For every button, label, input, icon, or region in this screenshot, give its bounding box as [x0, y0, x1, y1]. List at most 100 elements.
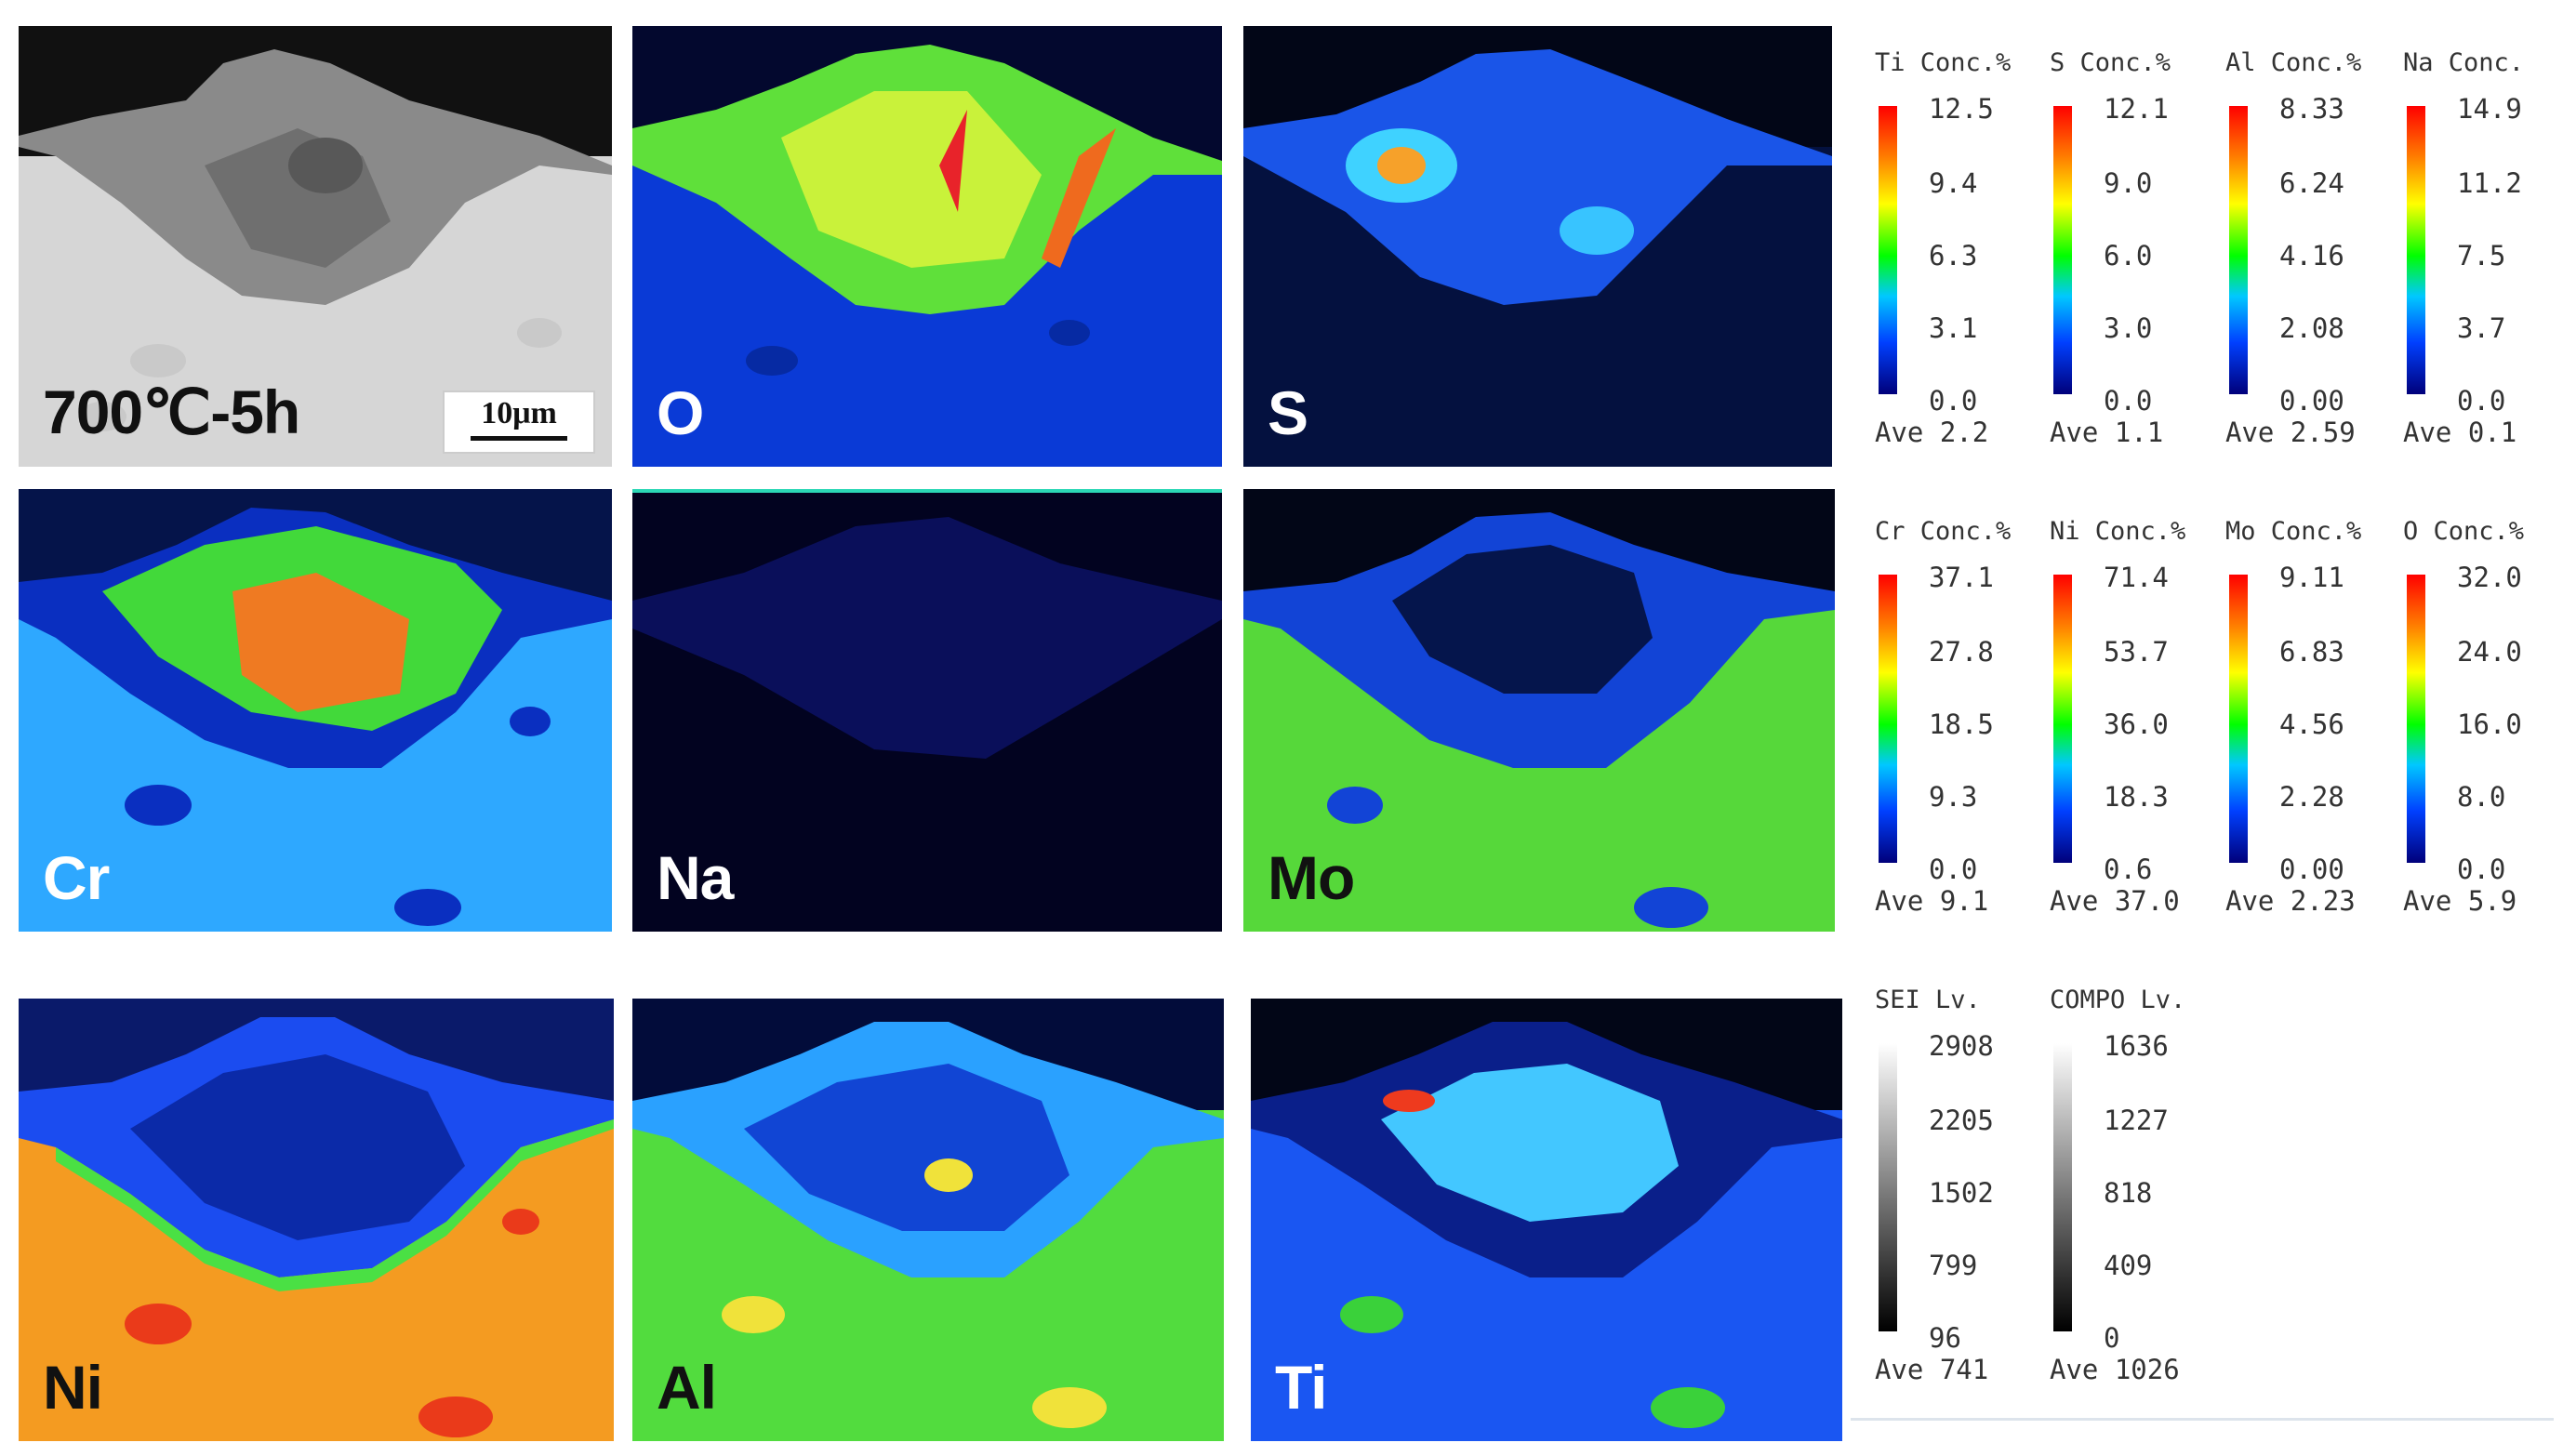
legend-cr-tick: 37.1: [1929, 562, 1994, 593]
map-al: Al: [632, 999, 1224, 1441]
panel-label-ni: Ni: [43, 1353, 103, 1422]
legend-ti-tick: 0.0: [1929, 385, 1978, 417]
map-na: Na: [632, 489, 1222, 932]
legend-na-tick: 11.2: [2457, 167, 2522, 199]
legend-ni-average: Ave 37.0: [2050, 885, 2180, 917]
legend-al-title: Al Conc.%: [2225, 48, 2362, 77]
legend-panel-edge: [1851, 1418, 2554, 1421]
legend-compo: COMPO Lv. 1636 1227 818 409 0 Ave 1026: [2050, 986, 2226, 1395]
legend-na-tick: 14.9: [2457, 93, 2522, 125]
legend-al-colorbar: [2229, 106, 2248, 394]
legend-na-title: Na Conc.: [2403, 48, 2525, 77]
legend-cr-tick: 27.8: [1929, 636, 1994, 668]
legend-sei-tick: 96: [1929, 1322, 1961, 1354]
legend-na-tick: 7.5: [2457, 240, 2506, 271]
legend-mo-title: Mo Conc.%: [2225, 517, 2362, 546]
legend-ni-tick: 0.6: [2104, 854, 2153, 885]
legend-o-colorbar: [2407, 575, 2425, 863]
legend-al: Al Conc.% 8.33 6.24 4.16 2.08 0.00 Ave 2…: [2225, 48, 2402, 457]
legend-compo-tick: 409: [2104, 1250, 2153, 1281]
legend-o-average: Ave 5.9: [2403, 885, 2517, 917]
legend-compo-average: Ave 1026: [2050, 1354, 2180, 1385]
legend-na: Na Conc. 14.9 11.2 7.5 3.7 0.0 Ave 0.1: [2403, 48, 2552, 457]
legend-ni-tick: 36.0: [2104, 708, 2169, 740]
legend-ni: Ni Conc.% 71.4 53.7 36.0 18.3 0.6 Ave 37…: [2050, 517, 2226, 926]
legend-s-tick: 12.1: [2104, 93, 2169, 125]
legend-al-tick: 6.24: [2279, 167, 2344, 199]
legend-al-tick: 4.16: [2279, 240, 2344, 271]
legend-ti-tick: 12.5: [1929, 93, 1994, 125]
legend-o: O Conc.% 32.0 24.0 16.0 8.0 0.0 Ave 5.9: [2403, 517, 2552, 926]
legend-al-average: Ave 2.59: [2225, 417, 2356, 448]
legend-o-tick: 8.0: [2457, 781, 2506, 813]
legend-s: S Conc.% 12.1 9.0 6.0 3.0 0.0 Ave 1.1: [2050, 48, 2226, 457]
map-cr: Cr: [19, 489, 612, 932]
panel-label-sem: 700℃-5h: [43, 377, 300, 446]
legend-mo-tick: 2.28: [2279, 781, 2344, 813]
map-ni: Ni: [19, 999, 614, 1441]
map-mo: Mo: [1243, 489, 1835, 932]
legend-na-average: Ave 0.1: [2403, 417, 2517, 448]
legend-sei-colorbar: [1879, 1043, 1897, 1331]
legend-cr-tick: 0.0: [1929, 854, 1978, 885]
map-ti: Ti: [1251, 999, 1842, 1441]
legend-mo-tick: 6.83: [2279, 636, 2344, 668]
map-s: S: [1243, 26, 1832, 467]
legend-ti: Ti Conc.% 12.5 9.4 6.3 3.1 0.0 Ave 2.2: [1875, 48, 2052, 457]
legend-cr-tick: 18.5: [1929, 708, 1994, 740]
legend-ni-tick: 18.3: [2104, 781, 2169, 813]
legend-sei-tick: 799: [1929, 1250, 1978, 1281]
legend-mo-tick: 0.00: [2279, 854, 2344, 885]
legend-ni-title: Ni Conc.%: [2050, 517, 2186, 546]
legend-mo: Mo Conc.% 9.11 6.83 4.56 2.28 0.00 Ave 2…: [2225, 517, 2402, 926]
legend-compo-tick: 0: [2104, 1322, 2120, 1354]
legend-o-title: O Conc.%: [2403, 517, 2525, 546]
legend-ni-tick: 71.4: [2104, 562, 2169, 593]
legend-compo-tick: 1636: [2104, 1030, 2169, 1062]
legend-sei-tick: 2908: [1929, 1030, 1994, 1062]
legend-o-tick: 0.0: [2457, 854, 2506, 885]
legend-sei-title: SEI Lv.: [1875, 986, 1981, 1014]
legend-na-colorbar: [2407, 106, 2425, 394]
panel-label-na: Na: [657, 843, 734, 912]
legend-al-tick: 8.33: [2279, 93, 2344, 125]
legend-s-average: Ave 1.1: [2050, 417, 2164, 448]
legend-ti-tick: 9.4: [1929, 167, 1978, 199]
legend-mo-tick: 9.11: [2279, 562, 2344, 593]
legend-sei-tick: 2205: [1929, 1105, 1994, 1136]
legend-ti-title: Ti Conc.%: [1875, 48, 2012, 77]
map-o: O: [632, 26, 1222, 467]
legend-ti-colorbar: [1879, 106, 1897, 394]
legend-cr-average: Ave 9.1: [1875, 885, 1989, 917]
scale-bar-line: [471, 436, 567, 441]
legend-o-tick: 24.0: [2457, 636, 2522, 668]
panel-label-mo: Mo: [1268, 843, 1355, 912]
legend-s-title: S Conc.%: [2050, 48, 2171, 77]
legend-cr-colorbar: [1879, 575, 1897, 863]
legend-na-tick: 3.7: [2457, 312, 2506, 344]
legend-o-tick: 32.0: [2457, 562, 2522, 593]
legend-compo-tick: 818: [2104, 1177, 2153, 1209]
panel-label-ti: Ti: [1275, 1353, 1327, 1422]
legend-cr-title: Cr Conc.%: [1875, 517, 2012, 546]
legend-s-tick: 3.0: [2104, 312, 2153, 344]
panel-label-s: S: [1268, 378, 1308, 447]
legend-s-colorbar: [2053, 106, 2072, 394]
sem-image: 700℃-5h 10μm: [19, 26, 612, 467]
legend-mo-average: Ave 2.23: [2225, 885, 2356, 917]
scale-bar-text: 10μm: [481, 396, 557, 430]
panel-label-al: Al: [657, 1353, 717, 1422]
legend-s-tick: 9.0: [2104, 167, 2153, 199]
legend-mo-colorbar: [2229, 575, 2248, 863]
legend-sei-tick: 1502: [1929, 1177, 1994, 1209]
legend-s-tick: 0.0: [2104, 385, 2153, 417]
legend-na-tick: 0.0: [2457, 385, 2506, 417]
legend-sei: SEI Lv. 2908 2205 1502 799 96 Ave 741: [1875, 986, 2052, 1395]
legend-s-tick: 6.0: [2104, 240, 2153, 271]
panel-label-cr: Cr: [43, 843, 110, 912]
legend-ti-tick: 3.1: [1929, 312, 1978, 344]
legend-panel: [1851, 26, 2554, 1421]
legend-compo-title: COMPO Lv.: [2050, 986, 2186, 1014]
legend-mo-tick: 4.56: [2279, 708, 2344, 740]
legend-o-tick: 16.0: [2457, 708, 2522, 740]
